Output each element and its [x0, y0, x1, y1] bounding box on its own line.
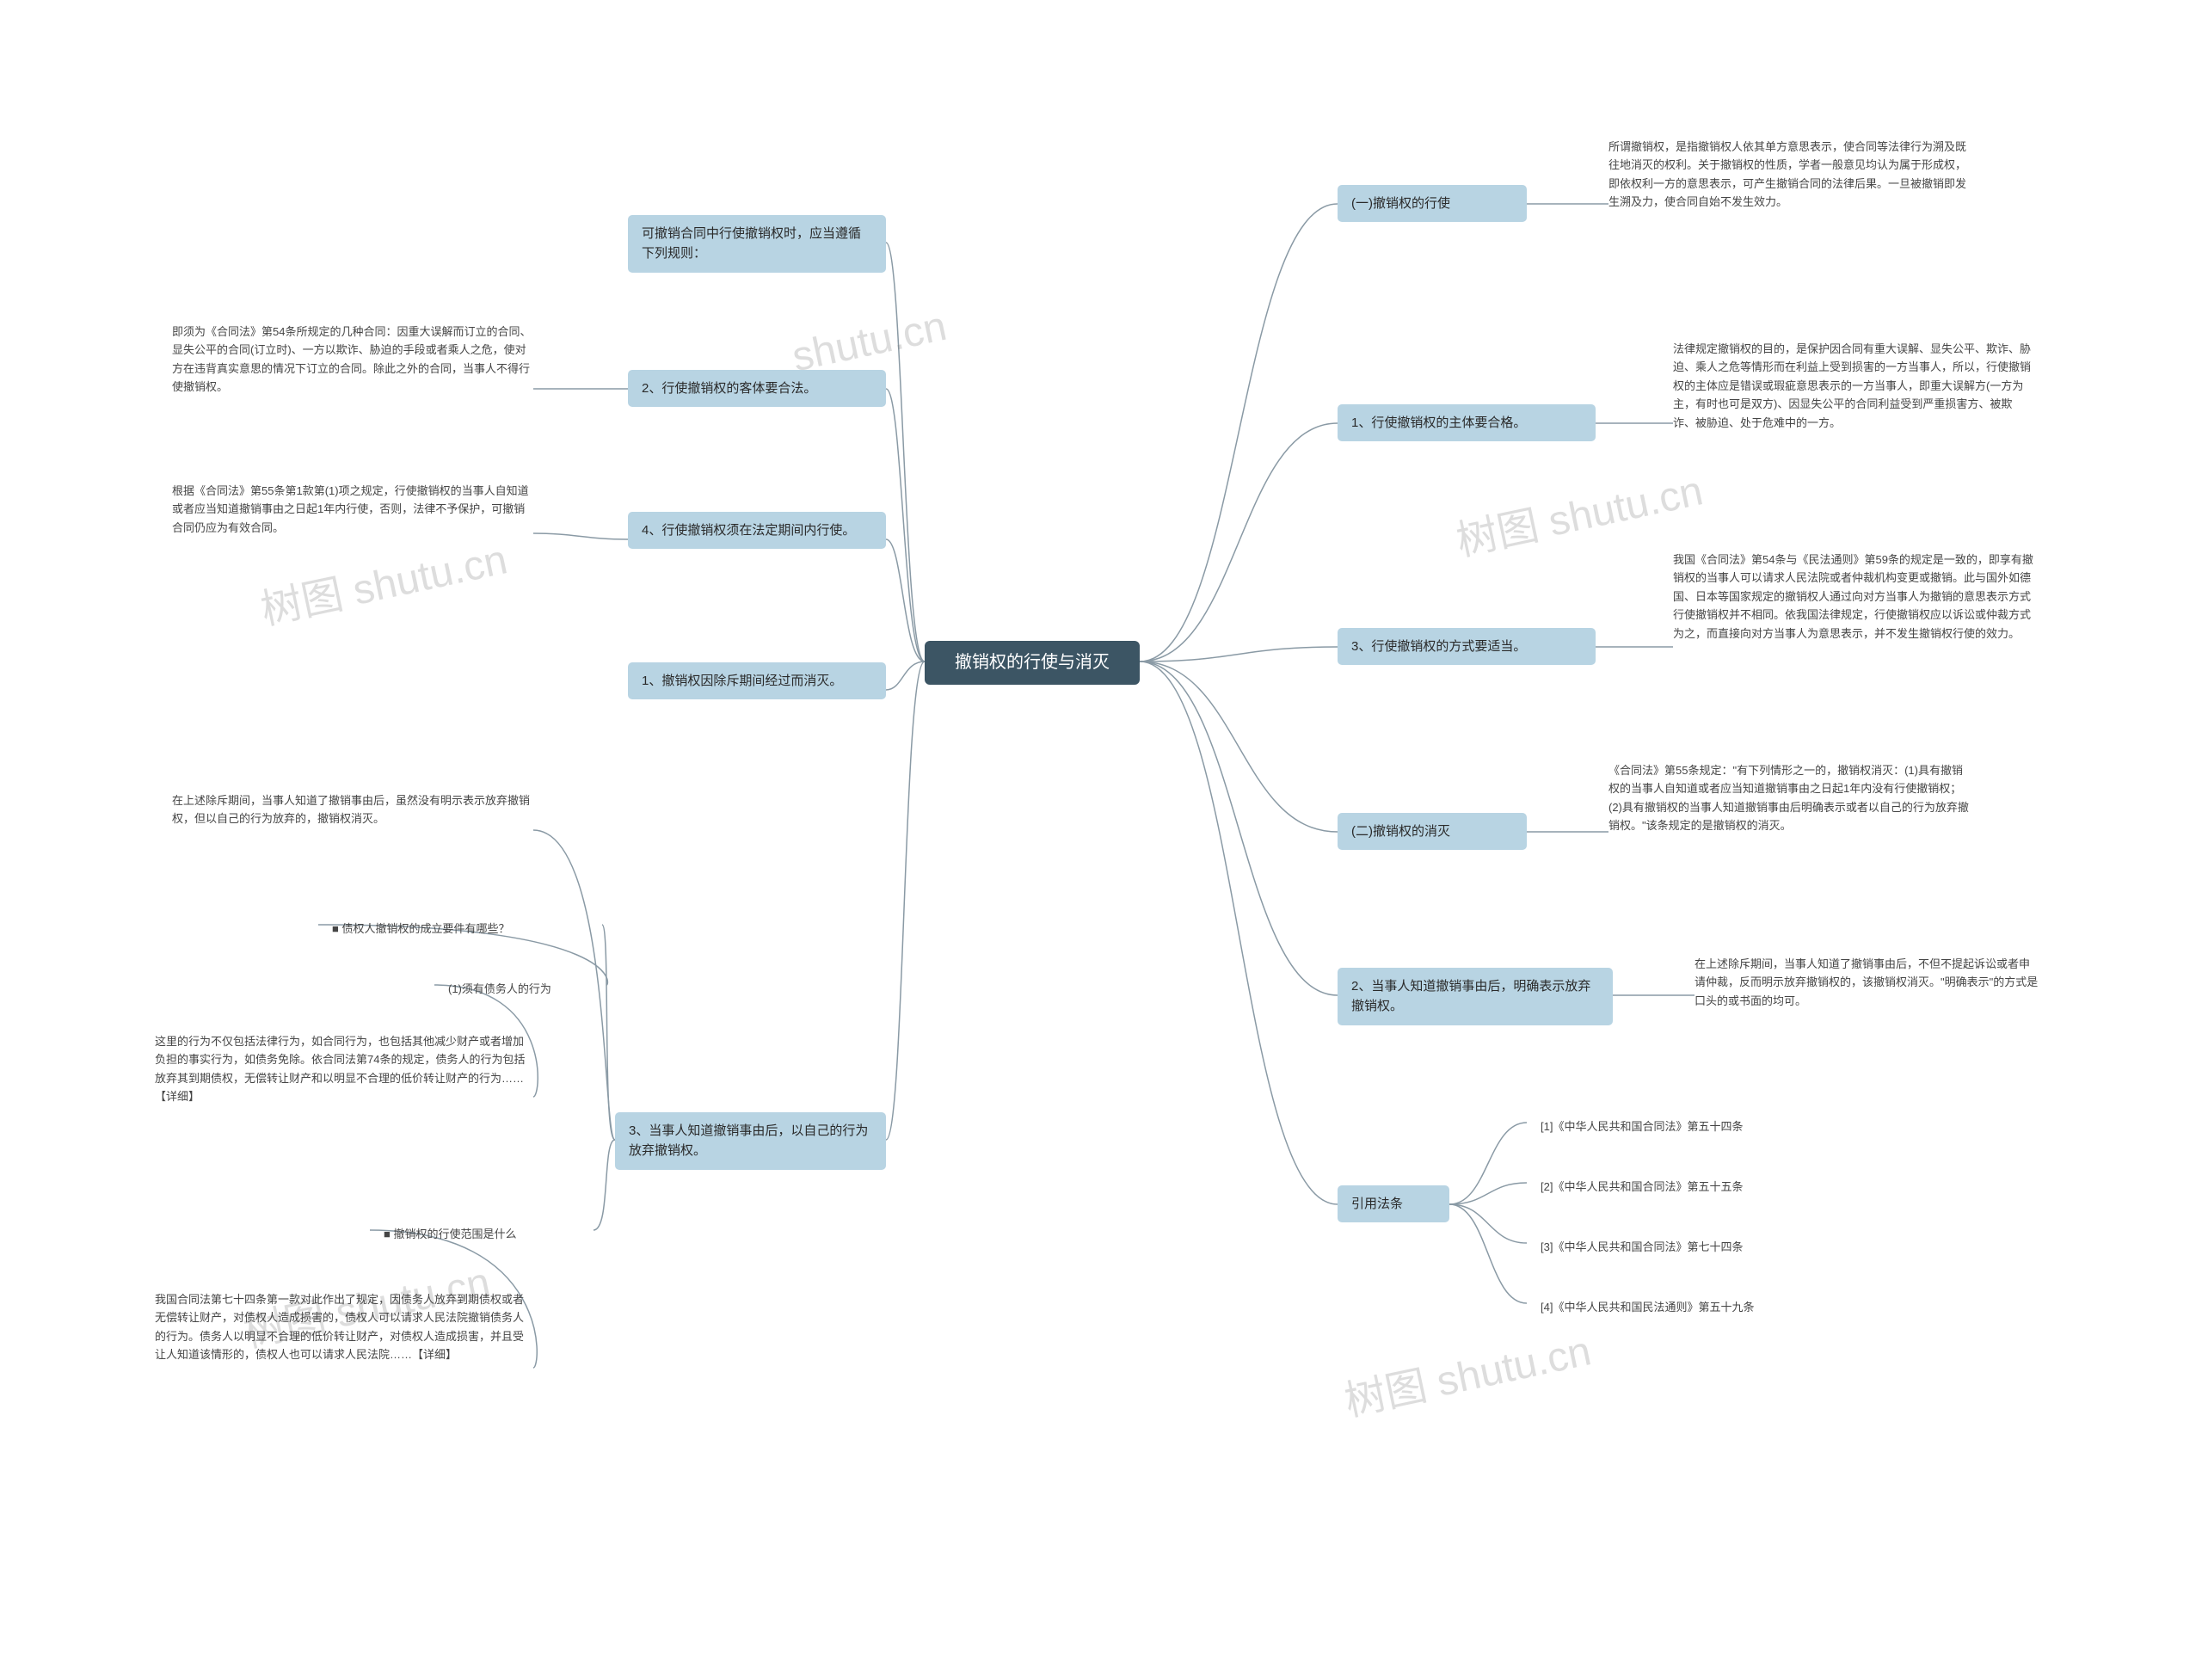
- branch-r6[interactable]: 引用法条: [1338, 1185, 1449, 1222]
- sub-l5-bullet1-child: (1)须有债务人的行为: [434, 972, 606, 1006]
- branch-l2[interactable]: 2、行使撤销权的客体要合法。: [628, 370, 886, 407]
- sub-l5-bullet1: ■ 债权人撤销权的成立要件有哪些？: [318, 912, 602, 946]
- note-r3: 我国《合同法》第54条与《民法通则》第59条的规定是一致的，即享有撤销权的当事人…: [1673, 551, 2034, 643]
- branch-l3[interactable]: 4、行使撤销权须在法定期间内行使。: [628, 512, 886, 549]
- branch-r4[interactable]: (二)撤销权的消灭: [1338, 813, 1527, 850]
- law-ref-1: [1]《中华人民共和国合同法》第五十四条: [1527, 1110, 1836, 1144]
- branch-r3[interactable]: 3、行使撤销权的方式要适当。: [1338, 628, 1596, 665]
- branch-l5[interactable]: 3、当事人知道撤销事由后，以自己的行为放弃撤销权。: [615, 1112, 886, 1170]
- sub-l5-bullet2: ■ 撤销权的行使范围是什么: [370, 1217, 594, 1252]
- note-l5-bullet1-child: 这里的行为不仅包括法律行为，如合同行为，也包括其他减少财产或者增加负担的事实行为…: [155, 1032, 533, 1106]
- branch-l4[interactable]: 1、撤销权因除斥期间经过而消灭。: [628, 662, 886, 699]
- branch-r5[interactable]: 2、当事人知道撤销事由后，明确表示放弃撤销权。: [1338, 968, 1613, 1025]
- note-l3: 根据《合同法》第55条第1款第(1)项之规定，行使撤销权的当事人自知道或者应当知…: [172, 482, 533, 537]
- branch-r2[interactable]: 1、行使撤销权的主体要合格。: [1338, 404, 1596, 441]
- law-ref-3: [3]《中华人民共和国合同法》第七十四条: [1527, 1230, 1836, 1265]
- mindmap-canvas: 树图 shutu.cn 树图 shutu.cn shutu.cn 树图 shut…: [0, 0, 2202, 1680]
- law-ref-4: [4]《中华人民共和国民法通则》第五十九条: [1527, 1290, 1854, 1325]
- connector-svg: [0, 0, 2202, 1680]
- law-ref-2: [2]《中华人民共和国合同法》第五十五条: [1527, 1170, 1836, 1204]
- note-r1: 所谓撤销权，是指撤销权人依其单方意思表示，使合同等法律行为溯及既往地消灭的权利。…: [1608, 138, 1970, 212]
- note-l5-bullet2: 我国合同法第七十四条第一款对此作出了规定，因债务人放弃到期债权或者无偿转让财产，…: [155, 1290, 533, 1364]
- root-node[interactable]: 撤销权的行使与消灭: [925, 641, 1140, 685]
- branch-l1[interactable]: 可撤销合同中行使撤销权时，应当遵循下列规则：: [628, 215, 886, 273]
- note-l2: 即须为《合同法》第54条所规定的几种合同：因重大误解而订立的合同、显失公平的合同…: [172, 323, 533, 397]
- note-r2: 法律规定撤销权的目的，是保护因合同有重大误解、显失公平、欺诈、胁迫、乘人之危等情…: [1673, 340, 2034, 432]
- branch-r1[interactable]: (一)撤销权的行使: [1338, 185, 1527, 222]
- note-r4: 《合同法》第55条规定："有下列情形之一的，撤销权消灭：(1)具有撤销权的当事人…: [1608, 761, 1970, 835]
- note-l5-upper: 在上述除斥期间，当事人知道了撤销事由后，虽然没有明示表示放弃撤销权，但以自己的行…: [172, 791, 533, 828]
- note-r5: 在上述除斥期间，当事人知道了撤销事由后，不但不提起诉讼或者申请仲裁，反而明示放弃…: [1695, 955, 2039, 1010]
